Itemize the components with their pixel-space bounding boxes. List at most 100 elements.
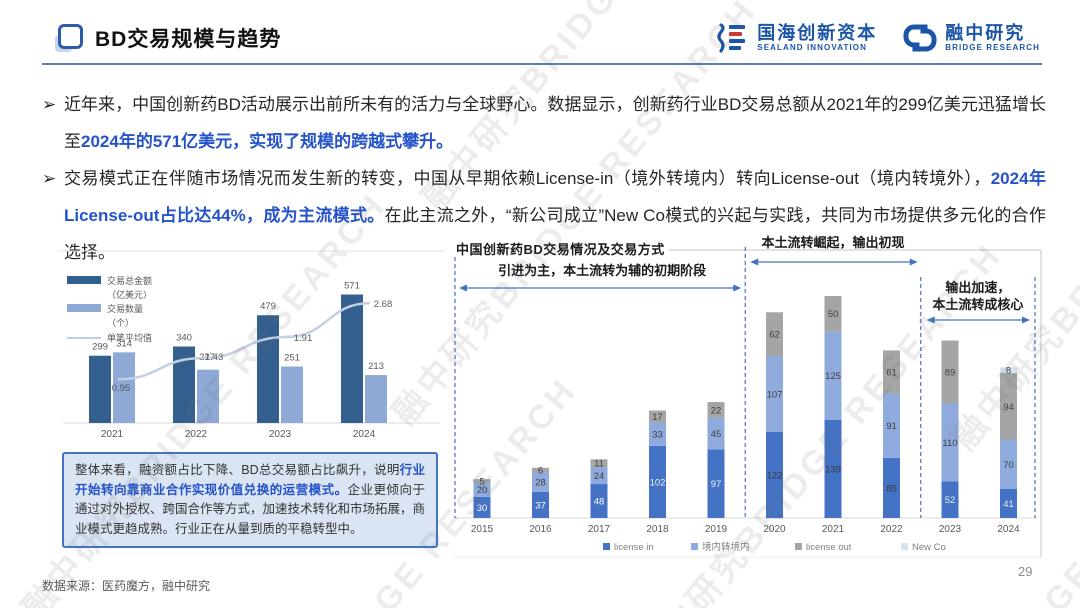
legend-swatch xyxy=(795,543,802,550)
legend-swatch xyxy=(901,543,908,550)
bullet-list: ➢ 近年来，中国创新药BD活动展示出前所未有的活力与全球野心。数据显示，创新药行业… xyxy=(42,86,1046,271)
stack-segment xyxy=(883,350,900,394)
segment-value-label: 110 xyxy=(942,438,957,449)
stack-segment xyxy=(824,331,842,420)
stack-segment xyxy=(824,419,842,518)
arrowhead-icon xyxy=(909,258,918,266)
x-axis-label: 2020 xyxy=(763,524,786,535)
phase-annotation: 输出加速， xyxy=(945,280,1010,295)
arrowhead-icon xyxy=(926,316,935,324)
bullet-arrow-icon: ➢ xyxy=(42,95,57,114)
legend-label: 单笔平均值 xyxy=(107,332,152,343)
logo-sealand-innovation: 国海创新资本 SEALAND INNOVATION xyxy=(717,22,877,54)
total-value-bar xyxy=(173,346,195,423)
bullet-item-1: ➢ 近年来，中国创新药BD活动展示出前所未有的活力与全球野心。数据显示，创新药行业… xyxy=(42,86,1046,160)
segment-value-label: 45 xyxy=(711,429,722,440)
bullet-1-pre: 近年来，中国创新药BD活动展示出前所未有的活力与全球野心。数据显示，创新药行业B… xyxy=(64,95,1046,151)
segment-value-label: 97 xyxy=(711,479,722,490)
bullet-2-pre: 交易模式正在伴随市场情况而发生新的转变，中国从早期依赖License-in（境外… xyxy=(64,169,991,188)
legend-label: 交易总金额 xyxy=(107,275,152,286)
arrowhead-icon xyxy=(750,258,759,266)
x-axis-label: 2023 xyxy=(269,429,292,440)
stack-segment xyxy=(941,403,959,482)
segment-value-label: 48 xyxy=(594,497,605,508)
stack-segment xyxy=(649,445,666,518)
header: BD交易规模与趋势 国海创新资本 SEALAND INNOVATION xyxy=(55,16,1040,60)
line-value-label: 1.91 xyxy=(294,333,313,344)
stack-segment xyxy=(649,410,666,423)
arrowhead-icon xyxy=(1022,316,1030,324)
segment-value-label: 139 xyxy=(825,464,841,475)
stack-segment xyxy=(532,472,549,492)
legend-swatch-count xyxy=(67,304,101,312)
segment-value-label: 62 xyxy=(769,330,780,341)
x-axis-label: 2022 xyxy=(880,524,903,535)
phase-annotation: 本土流转崛起，输出初现 xyxy=(761,235,904,250)
segment-value-label: 22 xyxy=(711,405,722,416)
stack-segment xyxy=(590,467,608,485)
logo-bridge-research: 融中研究 BRIDGE RESEARCH xyxy=(903,22,1040,54)
x-axis-label: 2021 xyxy=(822,524,845,535)
x-axis-label: 2015 xyxy=(471,524,494,535)
stack-segment xyxy=(707,449,725,518)
right-chart-title: 中国创新药BD交易情况及交易方式 xyxy=(456,242,665,257)
bar-value-label: 213 xyxy=(368,361,384,372)
stack-segment xyxy=(766,431,783,518)
segment-value-label: 5 xyxy=(479,476,484,487)
x-axis-label: 2021 xyxy=(101,429,124,440)
deal-count-bar xyxy=(113,352,135,423)
line-value-label: 0.95 xyxy=(112,383,131,394)
segment-value-label: 61 xyxy=(886,368,897,379)
segment-value-label: 122 xyxy=(767,470,783,481)
bar-value-label: 251 xyxy=(284,353,300,364)
sealand-logo-cn: 国海创新资本 xyxy=(757,23,878,44)
bullet-arrow-icon: ➢ xyxy=(42,169,57,188)
segment-value-label: 94 xyxy=(1003,402,1014,413)
stack-segment xyxy=(766,356,783,432)
deal-count-bar xyxy=(281,366,303,423)
segment-value-label: 125 xyxy=(825,371,841,382)
legend-label: 境内转境内 xyxy=(702,541,750,553)
insight-post: 企业更倾向于通过对外授权、跨国合作等方式，加速技术转化和市场拓展，商业模式更趋成… xyxy=(75,482,426,536)
stack-segment xyxy=(532,467,549,473)
stack-segment xyxy=(1000,373,1017,440)
stack-segment xyxy=(707,417,725,450)
sealand-logo-en: SEALAND INNOVATION xyxy=(757,42,867,52)
segment-value-label: 52 xyxy=(945,495,956,506)
line-value-label: 1.43 xyxy=(205,352,224,363)
segment-value-label: 24 xyxy=(594,471,605,482)
arrowhead-icon xyxy=(459,284,467,292)
total-value-bar xyxy=(341,294,363,423)
legend-label: New Co xyxy=(912,542,946,553)
average-value-line xyxy=(117,301,371,381)
segment-value-label: 37 xyxy=(535,500,546,511)
stack-segment xyxy=(883,393,900,458)
stack-segment xyxy=(532,491,549,518)
stack-segment xyxy=(590,459,608,468)
page-number: 29 xyxy=(1018,564,1033,579)
legend-label: （亿美元） xyxy=(107,289,152,300)
bullet-1-highlight: 2024年的571亿美元，实现了规模的跨越式攀升。 xyxy=(81,132,454,151)
x-axis-label: 2016 xyxy=(529,524,552,535)
stack-segment xyxy=(1000,489,1017,518)
legend-swatch xyxy=(691,543,698,550)
segment-value-label: 70 xyxy=(1003,460,1014,471)
x-axis-label: 2023 xyxy=(939,524,962,535)
segment-value-label: 30 xyxy=(477,503,488,514)
bullet-2-highlight: 2024年License-out占比达44%，成为主流模式。 xyxy=(64,169,1046,225)
stack-segment xyxy=(1000,439,1017,490)
stack-segment xyxy=(1000,367,1017,374)
stack-segment xyxy=(941,340,959,404)
stack-segment xyxy=(707,402,725,418)
segment-value-label: 6 xyxy=(538,465,543,476)
insight-pre: 整体来看，融资额占比下降、BD总交易额占比飙升，说明 xyxy=(75,463,400,477)
segment-value-label: 102 xyxy=(650,477,666,488)
stack-segment xyxy=(473,482,491,497)
segment-value-label: 33 xyxy=(652,430,663,441)
deal-count-bar xyxy=(365,375,387,423)
segment-value-label: 89 xyxy=(945,368,956,379)
deal-count-bar xyxy=(197,369,219,423)
title-square-icon xyxy=(55,21,85,55)
bridge-logo-en: BRIDGE RESEARCH xyxy=(945,42,1040,52)
